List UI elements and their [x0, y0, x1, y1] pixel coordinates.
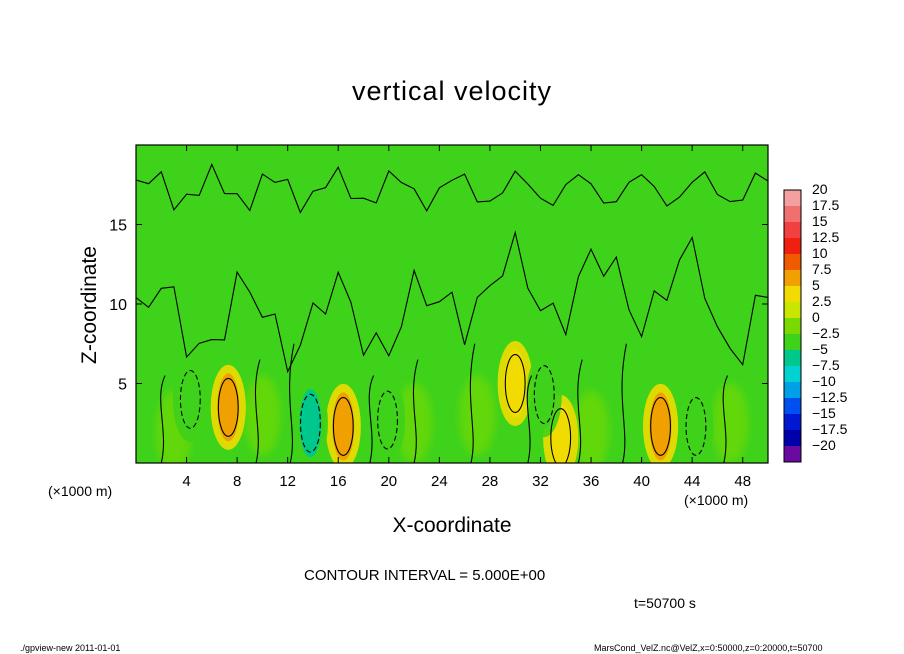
colorbar-label-8: 0 [812, 309, 820, 325]
zero-contour-lower [136, 230, 768, 374]
x-tick-label-24: 24 [431, 473, 448, 490]
wave-contour-0 [160, 375, 166, 463]
footer-right-text: MarsCond_VelZ.nc@VelZ,x=0:50000,z=0:2000… [594, 643, 823, 653]
downdraft-6 [172, 356, 208, 442]
colorbar-segment-0 [784, 190, 801, 207]
time-text: t=50700 s [634, 595, 696, 611]
colorbar-segment-10 [784, 350, 801, 367]
wave-contour-4 [412, 359, 419, 463]
colorbar-segment-7 [784, 302, 801, 319]
colorbar-segment-12 [784, 382, 801, 399]
wave-contour-2 [289, 343, 295, 463]
field-blob-1 [244, 375, 281, 456]
colorbar-segment-9 [784, 334, 801, 351]
contour-downdraft-8 [533, 365, 555, 425]
updraft-0 [210, 364, 246, 450]
colorbar-segment-8 [784, 318, 801, 335]
colorbar-segment-5 [784, 270, 801, 287]
colorbar-frame [783, 189, 802, 463]
x-tick-label-32: 32 [532, 473, 549, 490]
zero-contour-upper [136, 162, 768, 214]
colorbar-segment-4 [784, 254, 801, 271]
contour-updraft-3 [550, 408, 572, 463]
field-blob-4 [573, 391, 610, 463]
wave-contour-7 [577, 359, 583, 463]
contour-downdraft-9 [685, 396, 707, 456]
colorbar-segment-6 [784, 286, 801, 303]
wave-contour-6 [526, 375, 533, 463]
contour-updraft-1 [332, 396, 354, 456]
colorbar-label-12: −10 [812, 373, 836, 389]
y-tick-label-10: 10 [109, 297, 127, 314]
colorbar-segment-16 [784, 446, 801, 463]
x-tick-label-4: 4 [182, 473, 190, 490]
colorbar-label-6: 5 [812, 277, 820, 293]
updraft-4 [642, 383, 679, 463]
field-blob-5 [712, 383, 749, 463]
x-tick-label-44: 44 [684, 473, 701, 490]
x-tick-label-40: 40 [633, 473, 650, 490]
colorbar-label-4: 10 [812, 245, 828, 261]
contour-updraft-2 [504, 354, 526, 413]
chart-title: vertical velocity [351, 76, 553, 106]
colorbar-label-5: 7.5 [812, 261, 832, 277]
colorbar-label-10: −5 [812, 341, 828, 357]
wave-contour-3 [368, 375, 375, 463]
x-axis-label: X-coordinate [392, 514, 512, 537]
colorbar-label-16: −20 [812, 437, 836, 453]
x-tick-label-8: 8 [233, 473, 241, 490]
downdraft-5 [292, 380, 329, 463]
colorbar-label-14: −15 [812, 405, 836, 421]
colorbar-segment-2 [784, 222, 801, 239]
x-tick-label-20: 20 [380, 473, 397, 490]
contour-updraft-0 [217, 377, 239, 437]
field-blob-3 [459, 375, 496, 456]
contour-layer [136, 162, 768, 463]
field-layer [155, 341, 749, 463]
colorbar-segment-11 [784, 366, 801, 383]
x-tick-label-36: 36 [583, 473, 600, 490]
colorbar-segment-13 [784, 398, 801, 415]
wave-contour-8 [621, 343, 627, 463]
contour-downdraft-6 [179, 369, 201, 429]
wave-contour-9 [722, 375, 729, 463]
colorbar-label-0: 20 [812, 181, 828, 197]
colorbar-label-1: 17.5 [812, 197, 839, 213]
colorbar-label-7: 2.5 [812, 293, 832, 309]
colorbar: 2017.51512.5107.552.50−2.5−5−7.5−10−12.5… [783, 181, 848, 463]
x-tick-label-16: 16 [330, 473, 347, 490]
contour-downdraft-5 [299, 393, 321, 453]
colorbar-segment-3 [784, 238, 801, 255]
contour-updraft-4 [650, 396, 672, 456]
colorbar-label-2: 15 [812, 213, 828, 229]
colorbar-label-3: 12.5 [812, 229, 839, 245]
y-tick-label-15: 15 [109, 218, 127, 235]
x-unit-label-right: (×1000 m) [684, 492, 749, 508]
contour-downdraft-7 [377, 390, 398, 450]
downdraft-8 [526, 352, 562, 438]
colorbar-label-13: −12.5 [812, 389, 848, 405]
x-tick-label-28: 28 [482, 473, 499, 490]
colorbar-segment-14 [784, 414, 801, 431]
downdraft-9 [678, 383, 714, 463]
colorbar-segment-15 [784, 430, 801, 447]
colorbar-segment-1 [784, 206, 801, 223]
y-tick-label-5: 5 [118, 377, 127, 394]
x-tick-label-48: 48 [734, 473, 751, 490]
colorbar-label-15: −17.5 [812, 421, 848, 437]
x-tick-label-12: 12 [279, 473, 296, 490]
colorbar-label-9: −2.5 [812, 325, 840, 341]
field-blob-2 [396, 383, 433, 463]
colorbar-label-11: −7.5 [812, 357, 840, 373]
updraft-2 [497, 341, 533, 426]
updraft-1 [325, 383, 361, 463]
wave-contour-5 [469, 343, 476, 463]
contour-interval-text: CONTOUR INTERVAL = 5.000E+00 [304, 567, 546, 584]
x-unit-label-left: (×1000 m) [48, 483, 113, 499]
wave-contour-1 [254, 359, 261, 463]
downdraft-7 [369, 377, 406, 463]
footer-left-text: ./gpview-new 2011-01-01 [20, 643, 121, 653]
